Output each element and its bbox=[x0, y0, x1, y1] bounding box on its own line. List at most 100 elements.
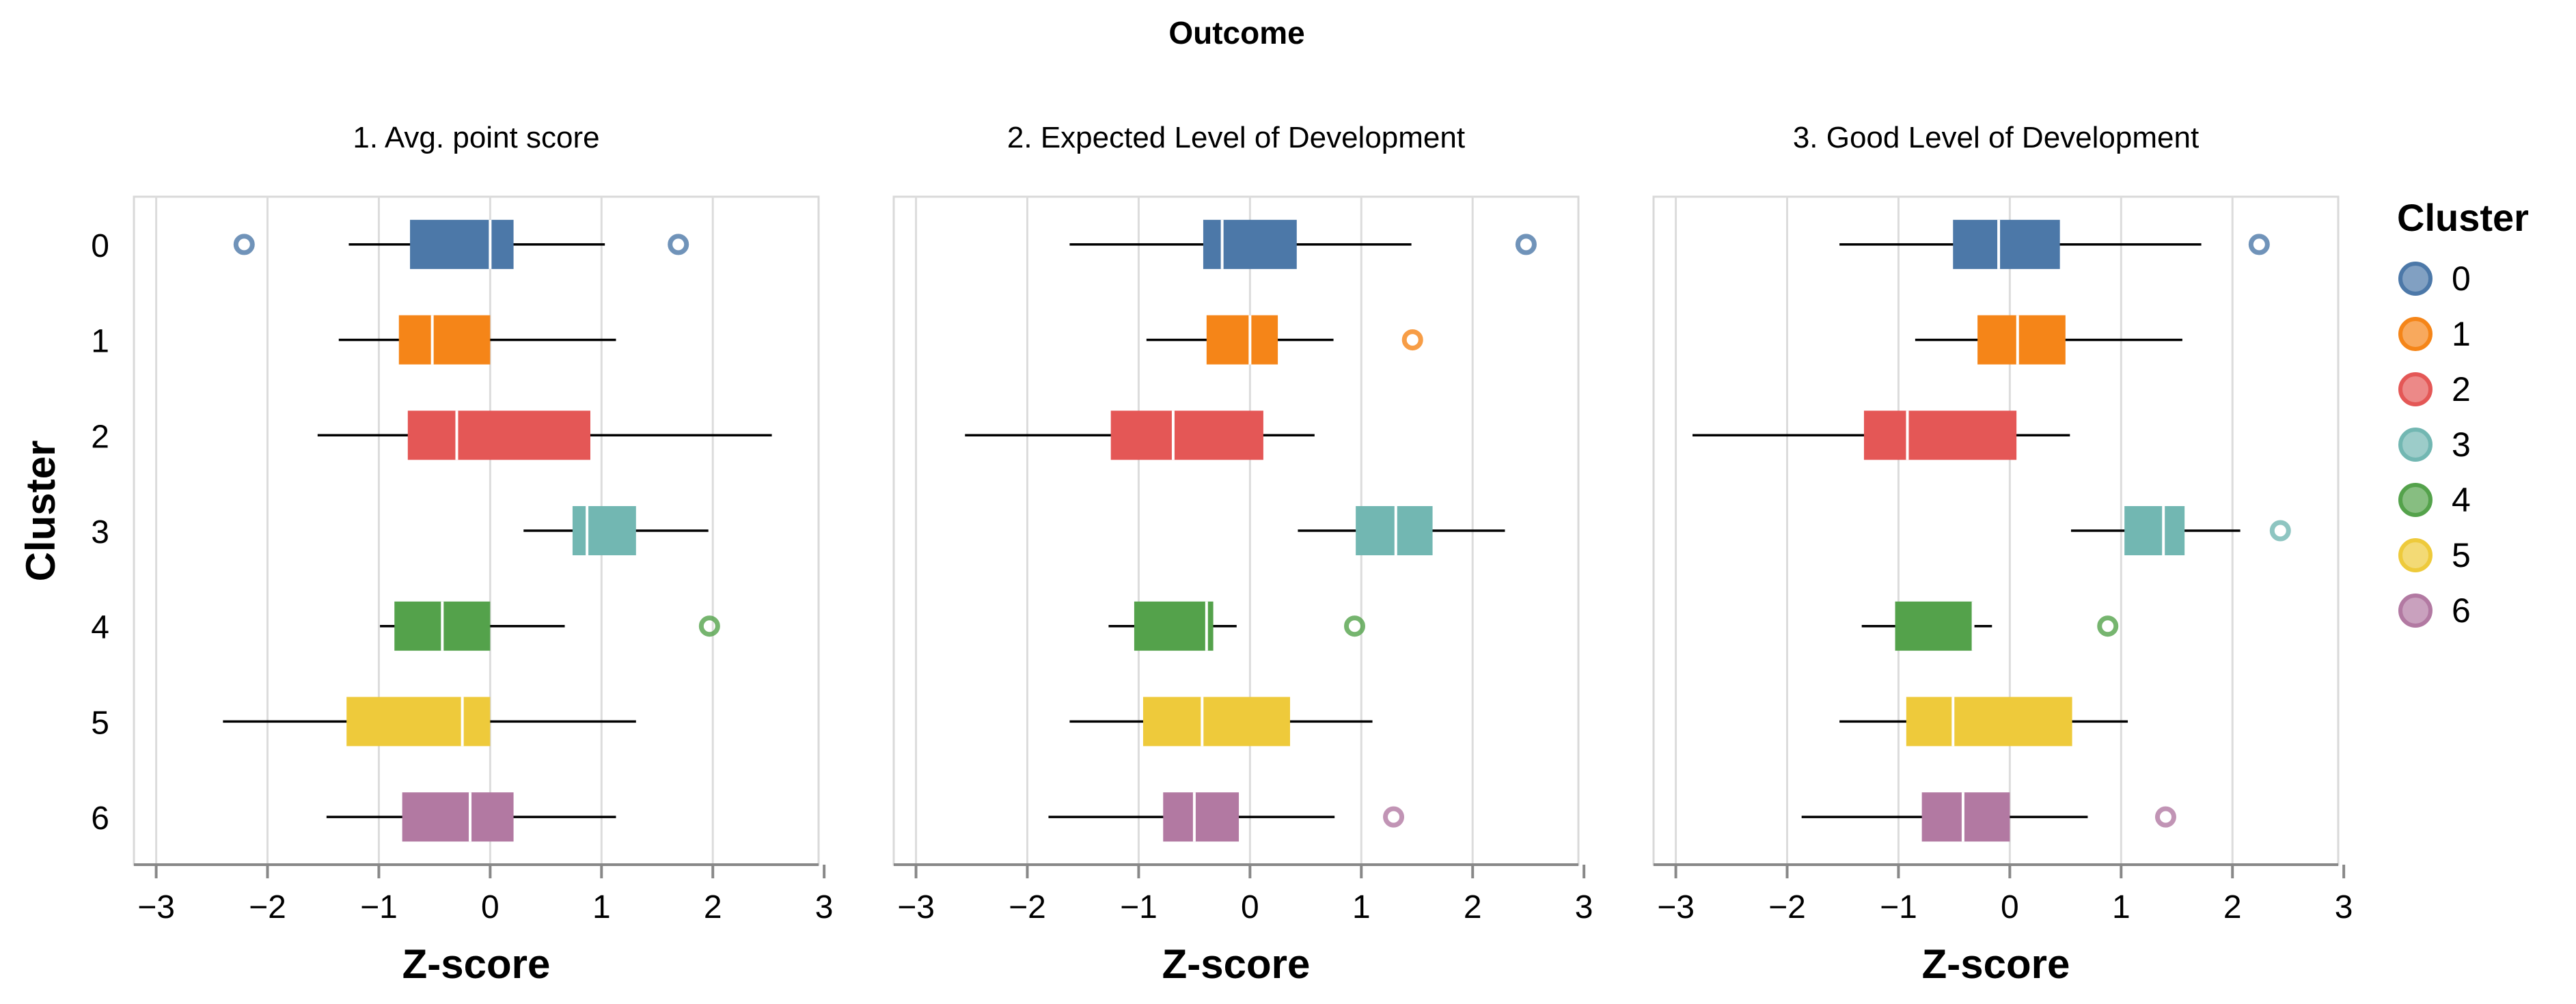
legend-item-4: 4 bbox=[2398, 481, 2471, 519]
y-tick-label-4: 4 bbox=[91, 610, 109, 646]
x-tick-label: 3 bbox=[1575, 889, 1593, 925]
x-tick-label: 0 bbox=[1241, 889, 1259, 925]
x-tick-label: −3 bbox=[1657, 889, 1695, 925]
x-tick-label: 3 bbox=[2335, 889, 2353, 925]
legend-symbol bbox=[2398, 262, 2433, 296]
x-tick-label: 0 bbox=[2001, 889, 2019, 925]
x-tick-label: 2 bbox=[704, 889, 722, 925]
outlier-point bbox=[1515, 234, 1537, 255]
iqr-box bbox=[407, 410, 590, 460]
x-tick-label: −1 bbox=[360, 889, 398, 925]
x-tick-label: 2 bbox=[1464, 889, 1482, 925]
iqr-box bbox=[1953, 219, 2060, 269]
y-tick-label-5: 5 bbox=[91, 705, 109, 741]
outlier-point bbox=[668, 234, 689, 255]
x-tick-label: −2 bbox=[1768, 889, 1806, 925]
outlier-point bbox=[698, 615, 720, 637]
box-cluster-0 bbox=[1839, 219, 2270, 269]
x-axis-title: Z-score bbox=[1922, 941, 2070, 987]
legend-title: Cluster bbox=[2397, 196, 2529, 239]
box-cluster-6 bbox=[1048, 792, 1405, 842]
box-cluster-2 bbox=[317, 410, 772, 460]
outlier-point bbox=[2248, 234, 2270, 255]
panel-title: 3. Good Level of Development bbox=[1793, 121, 2199, 154]
outlier-point bbox=[2269, 520, 2291, 542]
panel-title: 2. Expected Level of Development bbox=[1007, 121, 1465, 154]
panel-1: 1. Avg. point score −3 −2 −1 0 1 2 3 Z-score bbox=[133, 121, 834, 987]
legend-symbol bbox=[2398, 428, 2433, 462]
x-tick-label: 2 bbox=[2223, 889, 2242, 925]
iqr-box bbox=[1203, 219, 1297, 269]
box-cluster-3 bbox=[1298, 506, 1505, 555]
iqr-box bbox=[346, 697, 491, 747]
x-tick-label: −2 bbox=[1009, 889, 1046, 925]
legend-symbol bbox=[2398, 372, 2433, 406]
legend-label: 6 bbox=[2452, 591, 2471, 630]
iqr-box bbox=[402, 792, 514, 842]
box-cluster-5 bbox=[223, 697, 636, 747]
legend-item-0: 0 bbox=[2398, 260, 2471, 298]
panel-title: 1. Avg. point score bbox=[353, 121, 599, 154]
y-tick-label-3: 3 bbox=[91, 514, 109, 550]
y-tick-label-1: 1 bbox=[91, 324, 109, 360]
x-tick-label: 3 bbox=[815, 889, 834, 925]
legend-label: 5 bbox=[2452, 536, 2471, 574]
y-tick-label-0: 0 bbox=[91, 228, 109, 264]
outlier-point bbox=[1401, 329, 1423, 351]
box-cluster-0 bbox=[1069, 219, 1537, 269]
iqr-box bbox=[1134, 601, 1214, 651]
iqr-box bbox=[1142, 697, 1291, 747]
outlier-point bbox=[233, 234, 255, 255]
legend-label: 2 bbox=[2452, 370, 2471, 408]
box-cluster-6 bbox=[326, 792, 616, 842]
y-axis-title: Cluster bbox=[18, 441, 64, 582]
box-cluster-5 bbox=[1069, 697, 1373, 747]
iqr-box bbox=[2124, 506, 2185, 555]
x-tick-label: 1 bbox=[2112, 889, 2130, 925]
panel-frame bbox=[133, 195, 820, 866]
iqr-box bbox=[1110, 410, 1263, 460]
x-tick-label: −3 bbox=[897, 889, 935, 925]
box-cluster-4 bbox=[1861, 601, 2119, 651]
y-axis-labels: 0 1 2 3 4 5 6 bbox=[91, 228, 109, 837]
outlier-point bbox=[2154, 806, 2176, 828]
iqr-box bbox=[1863, 410, 2017, 460]
legend-label: 1 bbox=[2452, 315, 2471, 353]
iqr-box bbox=[398, 315, 491, 365]
legend-symbol bbox=[2398, 594, 2433, 628]
box-cluster-3 bbox=[523, 506, 709, 555]
x-axis: −3 −2 −1 0 1 2 3 Z-score bbox=[1654, 863, 2353, 987]
box-cluster-3 bbox=[2070, 506, 2291, 555]
box-cluster-0 bbox=[233, 219, 689, 269]
legend-item-6: 6 bbox=[2398, 591, 2471, 630]
box-cluster-4 bbox=[1108, 601, 1366, 651]
box-cluster-4 bbox=[380, 601, 720, 651]
iqr-box bbox=[1977, 315, 2066, 365]
legend: Cluster 0 1 2 3 4 5 6 bbox=[2397, 196, 2529, 630]
y-tick-label-6: 6 bbox=[91, 800, 109, 837]
legend-item-3: 3 bbox=[2398, 426, 2471, 464]
chart-title: Outcome bbox=[1168, 15, 1304, 51]
box-cluster-2 bbox=[1693, 410, 2070, 460]
iqr-box bbox=[1906, 697, 2072, 747]
box-cluster-1 bbox=[1146, 315, 1423, 365]
iqr-box bbox=[1163, 792, 1239, 842]
x-tick-label: −1 bbox=[1120, 889, 1157, 925]
x-tick-label: 0 bbox=[481, 889, 499, 925]
legend-item-5: 5 bbox=[2398, 536, 2471, 574]
box-cluster-1 bbox=[338, 315, 616, 365]
panels: 1. Avg. point score −3 −2 −1 0 1 2 3 Z-score 2. E… bbox=[133, 121, 2353, 987]
y-tick-label-2: 2 bbox=[91, 419, 109, 455]
legend-label: 0 bbox=[2452, 260, 2471, 298]
x-tick-label: −1 bbox=[1880, 889, 1917, 925]
panel-3: 3. Good Level of Development −3 −2 −1 0 1 2 3 Z-… bbox=[1652, 121, 2353, 987]
x-axis-title: Z-score bbox=[402, 941, 551, 987]
legend-symbol bbox=[2398, 483, 2433, 517]
iqr-box bbox=[1356, 506, 1433, 555]
outlier-point bbox=[1344, 615, 1366, 637]
legend-symbol bbox=[2398, 317, 2433, 351]
outlier-point bbox=[2097, 615, 2119, 637]
x-tick-label: −3 bbox=[137, 889, 175, 925]
x-axis: −3 −2 −1 0 1 2 3 Z-score bbox=[134, 863, 834, 987]
